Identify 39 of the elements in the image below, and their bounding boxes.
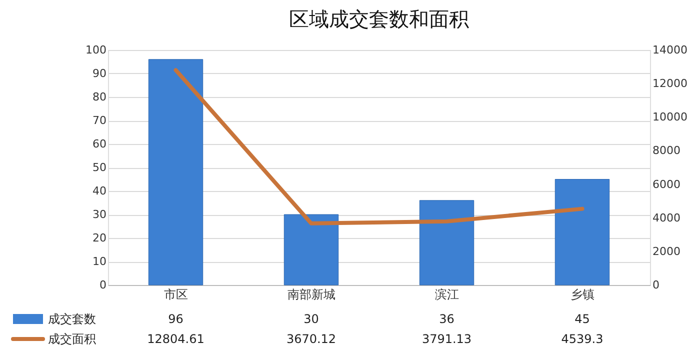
bar [554, 179, 610, 286]
y-tick-label: 40 [92, 184, 106, 198]
y2-tick-label: 10000 [652, 110, 688, 124]
y-tick-label: 50 [92, 161, 106, 174]
y2-tick-label: 6000 [652, 178, 680, 191]
data-label: 30 [304, 312, 319, 326]
y2-tick-label: 2000 [652, 244, 680, 258]
data-label: 3670.12 [286, 332, 336, 346]
x-tick-label: 乡镇 [570, 288, 594, 302]
y-tick-label: 10 [92, 255, 106, 268]
bar [148, 59, 204, 286]
y2-tick-label: 0 [652, 278, 660, 292]
x-tick-label: 滨江 [434, 288, 459, 302]
x-tick-label: 市区 [164, 288, 188, 302]
legend-label: 成交面积 [48, 332, 96, 346]
y-tick-label: 70 [92, 114, 106, 127]
data-label: 36 [439, 312, 454, 326]
legend-label: 成交套数 [48, 312, 96, 326]
data-label: 45 [574, 312, 590, 326]
x-tick-label: 南部新城 [287, 288, 336, 302]
data-label: 12804.61 [147, 332, 204, 346]
line-series [174, 68, 584, 226]
bar [284, 214, 339, 286]
data-label: 96 [168, 312, 184, 326]
bar [419, 200, 474, 286]
data-label: 4539.3 [561, 332, 604, 346]
y-tick-label: 60 [92, 138, 106, 150]
y-tick-label: 90 [92, 67, 106, 80]
chart-title: 区域成交套数和面积 [289, 7, 469, 31]
y2-tick-label: 8000 [652, 144, 680, 158]
y-tick-label: 100 [86, 44, 106, 56]
y2-tick-label: 12000 [652, 77, 688, 90]
y-tick-label: 80 [92, 90, 106, 104]
y-tick-label: 0 [100, 278, 106, 292]
y2-tick-label: 4000 [652, 211, 680, 224]
y-tick-label: 30 [92, 208, 106, 221]
y-tick-label: 20 [92, 232, 106, 244]
data-label: 3791.13 [422, 332, 472, 346]
y2-tick-label: 14000 [652, 44, 688, 56]
